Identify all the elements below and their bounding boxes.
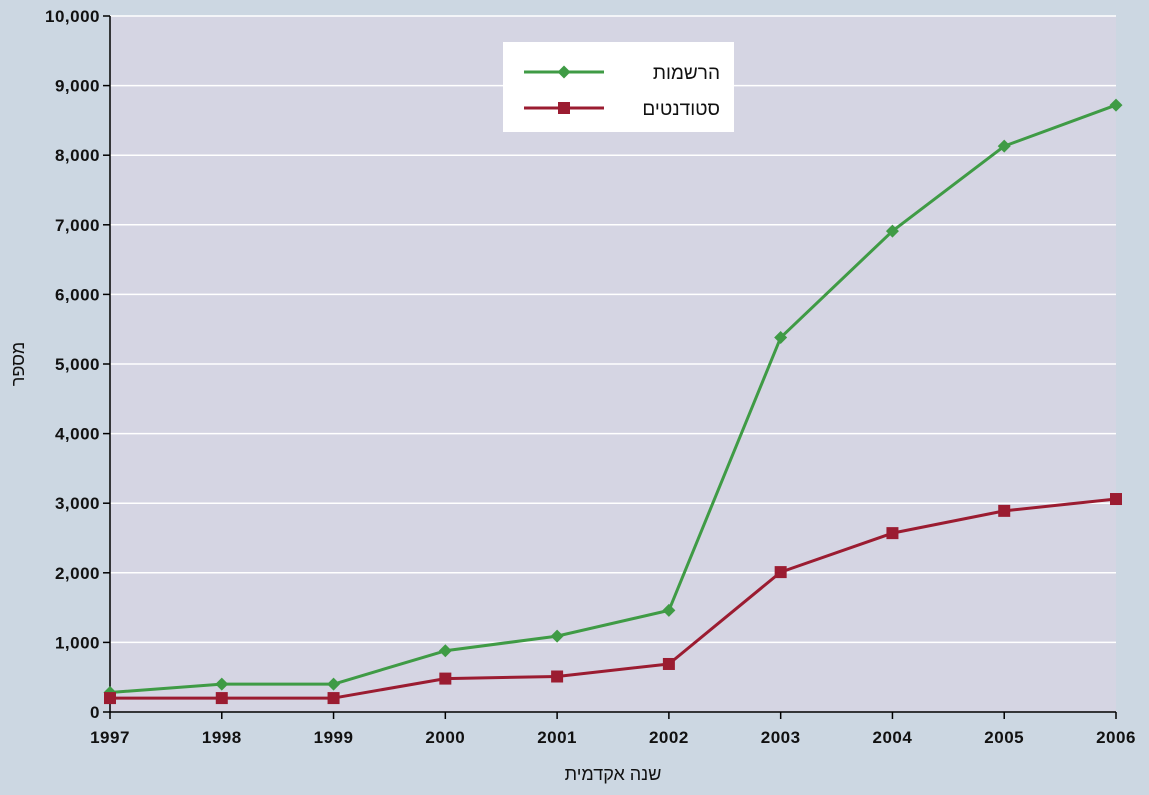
data-point-diamond [1109, 98, 1123, 112]
y-tick-label: 6,000 [55, 285, 100, 304]
data-point-diamond [774, 331, 788, 345]
x-tick-label: 1998 [202, 728, 242, 747]
legend-label: הרשמות [653, 63, 720, 84]
y-tick-label: 10,000 [45, 7, 100, 26]
data-point-diamond [997, 139, 1011, 153]
data-point-square [1110, 493, 1122, 506]
legend-item: סטודנטים [524, 99, 720, 120]
legend-box [503, 42, 734, 132]
x-axis-title: שנה אקדמית [565, 764, 662, 784]
data-point-square [551, 670, 564, 683]
data-point-diamond [662, 603, 676, 617]
x-tick-label: 2004 [873, 728, 913, 747]
x-tick-label: 2005 [984, 728, 1024, 747]
data-point-square [104, 692, 116, 705]
x-tick-label: 2001 [537, 728, 577, 747]
x-axis-ticks: 1997 1998 1999 2000 2001 2002 2003 2004 2005 2006 [90, 712, 1136, 747]
y-tick-label: 3,000 [55, 494, 100, 513]
y-tick-label: 9,000 [55, 77, 100, 96]
y-tick-label: 8,000 [55, 146, 100, 165]
y-tick-label: 0 [90, 703, 100, 722]
x-tick-label: 2003 [761, 728, 801, 747]
y-tick-label: 4,000 [55, 425, 100, 444]
legend-items: הרשמות סטודנטים [524, 63, 720, 120]
x-tick-label: 1997 [90, 728, 130, 747]
series-line [109, 103, 1117, 695]
y-axis-title: מספר [8, 342, 28, 387]
data-point-diamond [215, 677, 229, 691]
x-tick-label: 2002 [649, 728, 689, 747]
data-point-square [998, 504, 1011, 517]
data-point-square [886, 527, 899, 540]
data-point-square [439, 672, 452, 685]
x-tick-label: 2000 [425, 728, 465, 747]
data-point-diamond [327, 677, 341, 691]
legend-label: סטודנטים [642, 99, 720, 120]
data-point-square [774, 566, 787, 579]
y-tick-label: 2,000 [55, 564, 100, 583]
x-tick-label: 1999 [314, 728, 354, 747]
data-point-diamond [557, 65, 571, 79]
legend-item: הרשמות [524, 63, 720, 84]
gridlines [110, 15, 1116, 644]
data-point-diamond [885, 224, 899, 238]
legend: הרשמות סטודנטים [503, 42, 734, 132]
series-1 [103, 98, 1123, 700]
data-point-square [327, 692, 340, 705]
data-point-square [662, 657, 675, 670]
y-tick-label: 1,000 [55, 633, 100, 652]
y-axis-ticks: 0 1,000 2,000 3,000 4,000 5,000 6,000 7,000 8,00… [45, 7, 110, 722]
data-point-diamond [550, 629, 564, 643]
series-2 [104, 493, 1122, 705]
data-point-square [215, 692, 228, 705]
series-line [110, 497, 1117, 700]
y-tick-label: 7,000 [55, 216, 100, 235]
y-tick-label: 5,000 [55, 355, 100, 374]
x-tick-label: 2006 [1096, 728, 1136, 747]
series-layer [103, 98, 1123, 705]
data-point-diamond [438, 644, 452, 658]
data-point-square [558, 102, 570, 114]
